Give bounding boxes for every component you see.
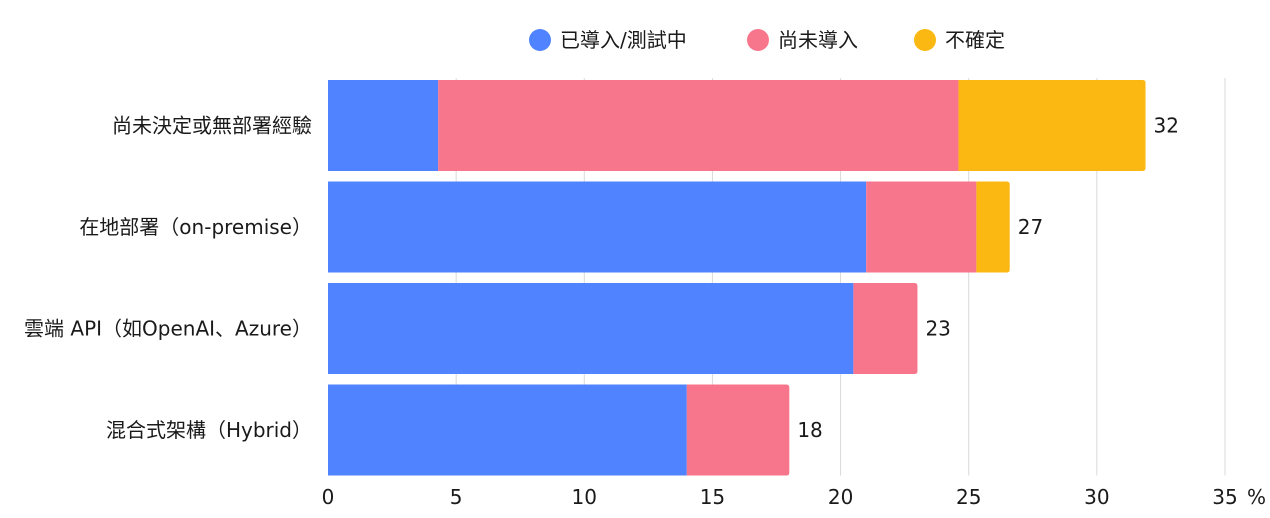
legend-swatch: [914, 29, 936, 51]
bar-segment-1-2: [976, 181, 1010, 273]
x-tick-label: 25: [956, 485, 981, 509]
x-tick-label: 5: [450, 485, 463, 509]
total-label: 23: [925, 317, 950, 341]
x-axis-unit: %: [1247, 485, 1266, 509]
bar-segment-0-2: [958, 80, 1146, 171]
x-tick-label: 0: [322, 485, 335, 509]
bar-segment-2-1: [853, 283, 918, 374]
total-label: 18: [797, 418, 822, 442]
category-label: 混合式架構（Hybrid）: [106, 418, 312, 442]
bar-segment-0-0: [328, 80, 439, 171]
legend-label: 已導入/測試中: [560, 28, 687, 52]
total-label: 32: [1154, 114, 1179, 138]
bars: [328, 80, 1146, 476]
legend: 已導入/測試中 尚未導入 不確定: [529, 28, 1005, 52]
bar-segment-3-0: [328, 384, 687, 476]
bar-segment-1-0: [328, 181, 867, 273]
total-labels: 32 27 23 18: [797, 114, 1179, 443]
x-tick-label: 35: [1212, 485, 1237, 509]
category-label: 在地部署（on-premise）: [79, 215, 312, 239]
bar-segment-0-1: [438, 80, 959, 171]
category-label: 雲端 API（如OpenAI、Azure）: [24, 317, 312, 341]
x-tick-label: 30: [1084, 485, 1109, 509]
x-tick-label: 10: [572, 485, 597, 509]
category-label: 尚未決定或無部署經驗: [112, 114, 312, 138]
x-tick-label: 15: [700, 485, 725, 509]
legend-label: 不確定: [945, 28, 1005, 52]
x-axis-ticks: 0 5 10 15 20 25 30 35%: [322, 485, 1266, 509]
bar-segment-1-1: [866, 181, 977, 273]
legend-label: 尚未導入: [778, 28, 858, 52]
x-tick-label: 20: [828, 485, 853, 509]
bar-segment-3-1: [686, 384, 790, 476]
bar-segment-2-0: [328, 283, 854, 374]
legend-swatch: [529, 29, 551, 51]
total-label: 27: [1018, 215, 1043, 239]
legend-swatch: [747, 29, 769, 51]
